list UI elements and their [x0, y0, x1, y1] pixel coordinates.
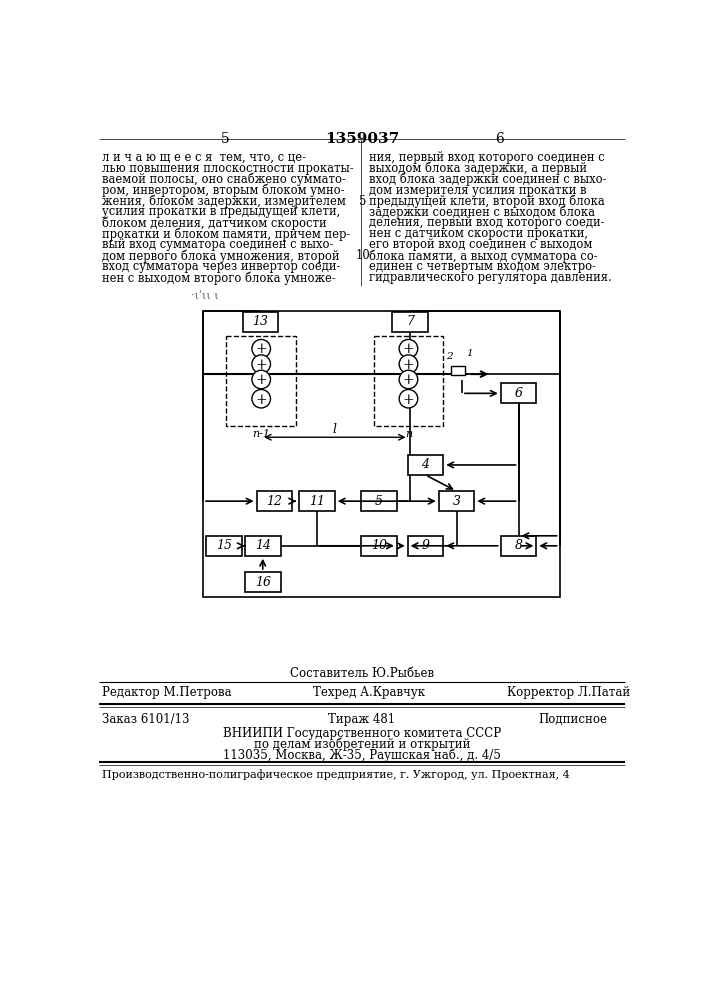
Text: Производственно-полиграфическое предприятие, г. Ужгород, ул. Проектная, 4: Производственно-полиграфическое предприя… [103, 769, 570, 780]
Text: жения, блоком задержки, измерителем: жения, блоком задержки, измерителем [103, 195, 346, 208]
Bar [501, 536, 537, 556]
Bar [245, 572, 281, 592]
Text: +: + [255, 342, 267, 356]
Text: +: + [403, 393, 414, 407]
Text: 16: 16 [255, 576, 271, 588]
Text: л и ч а ю щ е е с я  тем, что, с це-: л и ч а ю щ е е с я тем, что, с це- [103, 151, 306, 164]
Text: деления, первый вход которого соеди-: деления, первый вход которого соеди- [369, 216, 604, 229]
Bar [257, 491, 292, 511]
Text: 5: 5 [359, 195, 366, 208]
Text: блока памяти, а выход сумматора со-: блока памяти, а выход сумматора со- [369, 249, 597, 263]
Circle shape [252, 370, 271, 389]
Circle shape [252, 339, 271, 358]
Circle shape [399, 370, 418, 389]
Text: предыдущей клети, второй вход блока: предыдущей клети, второй вход блока [369, 195, 604, 208]
Text: Корректор Л.Патай: Корректор Л.Патай [507, 686, 630, 699]
Bar [373, 336, 443, 426]
Text: вход сумматора через инвертор соеди-: вход сумматора через инвертор соеди- [103, 260, 341, 273]
Text: 10: 10 [371, 539, 387, 552]
Text: прокатки и блоком памяти, причем пер-: прокатки и блоком памяти, причем пер- [103, 227, 351, 241]
Text: 5: 5 [375, 495, 383, 508]
Bar [243, 312, 279, 332]
Bar [226, 336, 296, 426]
Circle shape [399, 355, 418, 373]
Text: выходом блока задержки, а первый: выходом блока задержки, а первый [369, 162, 587, 175]
Text: единен с четвертым входом электро-: единен с четвертым входом электро- [369, 260, 596, 273]
Text: вый вход сумматора соединен с выхо-: вый вход сумматора соединен с выхо- [103, 238, 334, 251]
Text: l: l [333, 423, 337, 436]
Text: +: + [403, 358, 414, 372]
Text: 2: 2 [446, 352, 453, 361]
Bar [203, 311, 559, 597]
Text: 3: 3 [452, 495, 460, 508]
Text: блоком деления, датчиком скорости: блоком деления, датчиком скорости [103, 216, 327, 230]
Text: 14: 14 [255, 539, 271, 552]
Text: 11: 11 [309, 495, 325, 508]
Text: ·ιʹιι ι: ·ιʹιι ι [191, 291, 218, 301]
Text: +: + [403, 342, 414, 356]
Text: 6: 6 [495, 132, 503, 146]
Text: 5: 5 [221, 132, 230, 146]
Text: Редактор М.Петрова: Редактор М.Петрова [103, 686, 232, 699]
Text: 6: 6 [515, 387, 522, 400]
Text: 13: 13 [252, 315, 269, 328]
Bar [501, 383, 537, 403]
Circle shape [252, 389, 271, 408]
Text: вход блока задержки соединен с выхо-: вход блока задержки соединен с выхо- [369, 173, 607, 186]
Text: 10: 10 [356, 249, 370, 262]
Text: 15: 15 [216, 539, 232, 552]
Text: гидравлического регулятора давления.: гидравлического регулятора давления. [369, 271, 612, 284]
Bar [361, 491, 397, 511]
Circle shape [252, 355, 271, 373]
Text: Составитель Ю.Рыбьев: Составитель Ю.Рыбьев [290, 667, 434, 680]
Bar [245, 536, 281, 556]
Text: п-1: п-1 [252, 429, 270, 439]
Text: +: + [255, 358, 267, 372]
Bar [299, 491, 335, 511]
Text: 4: 4 [421, 458, 429, 471]
Text: п: п [405, 429, 412, 439]
Text: его второй вход соединен с выходом: его второй вход соединен с выходом [369, 238, 592, 251]
Text: 1: 1 [467, 349, 473, 358]
Text: 113035, Москва, Ж-35, Раушская наб., д. 4/5: 113035, Москва, Ж-35, Раушская наб., д. … [223, 748, 501, 762]
Text: нен с датчиком скорости прокатки,: нен с датчиком скорости прокатки, [369, 227, 588, 240]
Text: усилия прокатки в предыдущей клети,: усилия прокатки в предыдущей клети, [103, 205, 341, 218]
Text: 12: 12 [267, 495, 282, 508]
Text: нен с выходом второго блока умноже-: нен с выходом второго блока умноже- [103, 271, 336, 285]
Bar [438, 491, 474, 511]
Text: 9: 9 [421, 539, 429, 552]
Text: 7: 7 [406, 315, 414, 328]
Bar [451, 366, 465, 375]
Text: лью повышения плоскостности прокаты-: лью повышения плоскостности прокаты- [103, 162, 354, 175]
Text: +: + [255, 393, 267, 407]
Bar [408, 536, 443, 556]
Bar [392, 312, 428, 332]
Text: Подписное: Подписное [538, 713, 607, 726]
Text: Заказ 6101/13: Заказ 6101/13 [103, 713, 189, 726]
Text: задержки соединен с выходом блока: задержки соединен с выходом блока [369, 205, 595, 219]
Text: 8: 8 [515, 539, 522, 552]
Circle shape [399, 339, 418, 358]
Text: +: + [255, 373, 267, 387]
Text: по делам изобретений и открытий: по делам изобретений и открытий [254, 738, 470, 751]
Text: ния, первый вход которого соединен с: ния, первый вход которого соединен с [369, 151, 604, 164]
Bar [408, 455, 443, 475]
Text: дом измерителя усилия прокатки в: дом измерителя усилия прокатки в [369, 184, 586, 197]
Text: +: + [403, 373, 414, 387]
Text: ром, инвертором, вторым блоком умно-: ром, инвертором, вторым блоком умно- [103, 184, 345, 197]
Text: Техред А.Кравчук: Техред А.Кравчук [313, 686, 425, 699]
Text: 1359037: 1359037 [325, 132, 399, 146]
Circle shape [399, 389, 418, 408]
Text: Тираж 481: Тираж 481 [328, 713, 395, 726]
Text: ваемой полосы, оно снабжено суммато-: ваемой полосы, оно снабжено суммато- [103, 173, 346, 186]
Bar [361, 536, 397, 556]
Text: дом первого блока умножения, второй: дом первого блока умножения, второй [103, 249, 340, 263]
Text: ВНИИПИ Государственного комитета СССР: ВНИИПИ Государственного комитета СССР [223, 727, 501, 740]
Bar [206, 536, 242, 556]
